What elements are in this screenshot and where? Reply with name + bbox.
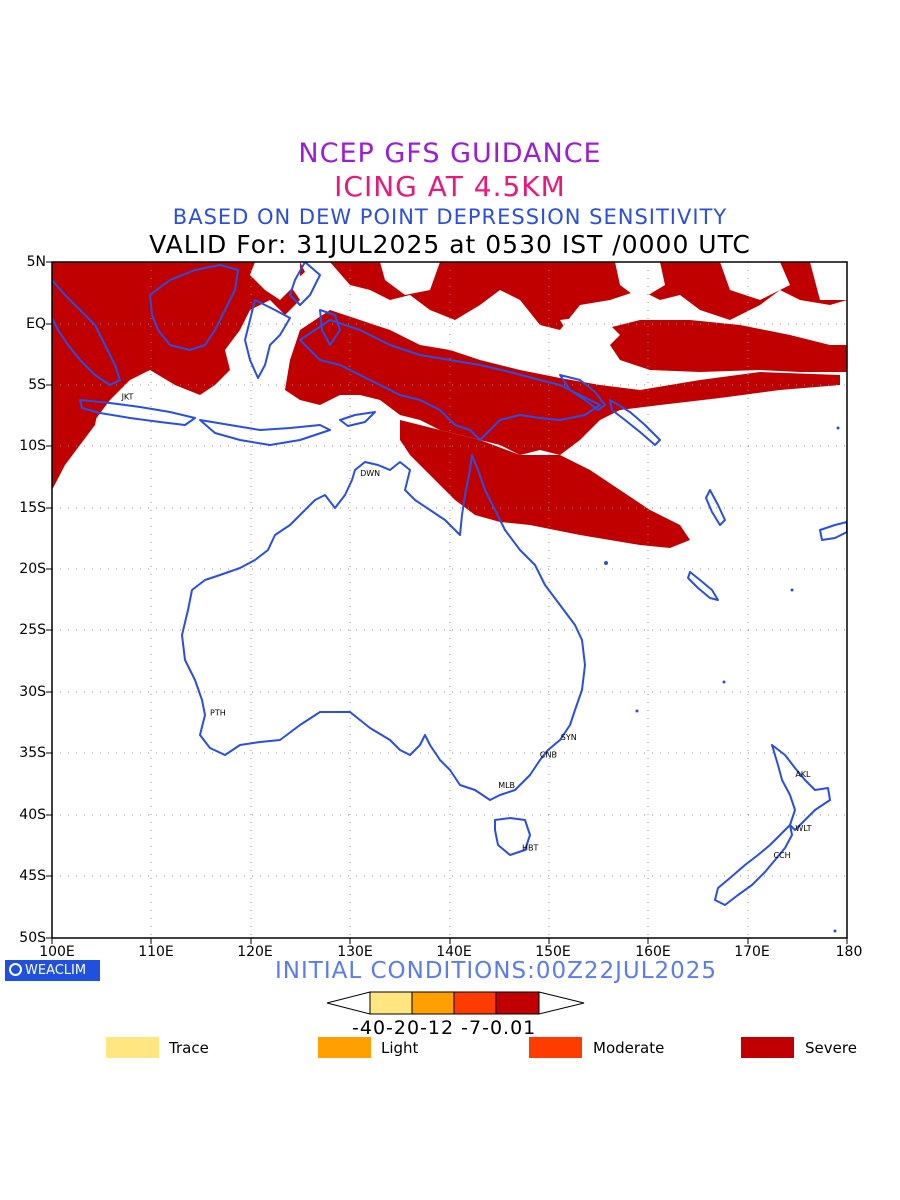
lon-label: 110E: [138, 944, 174, 960]
island: [790, 588, 794, 592]
lon-label: 150E: [535, 944, 571, 960]
legend-label-light: Light: [381, 1039, 419, 1057]
lon-label: 140E: [436, 944, 472, 960]
island: [833, 929, 837, 933]
legend-swatch-moderate: [529, 1037, 582, 1058]
lon-label: 130E: [337, 944, 373, 960]
copyright-icon: [9, 963, 22, 976]
coastline-fiji: [819, 521, 847, 541]
island: [604, 561, 608, 565]
icing-region-coral-sea: [400, 420, 690, 548]
lon-label: 100E: [39, 944, 75, 960]
coastline-sumatra: [52, 279, 121, 386]
coastlines: [52, 262, 847, 906]
lon-label: 160E: [635, 944, 671, 960]
title-line4: VALID For: 31JUL2025 at 0530 IST /0000 U…: [149, 230, 751, 259]
city-label-jkt: JKT: [121, 393, 134, 402]
title-line2: ICING AT 4.5KM: [334, 170, 566, 203]
coastline-tasmania: [494, 817, 531, 856]
coastline-halmahera: [319, 309, 341, 346]
severe-icing-areas: [52, 262, 847, 548]
colorbar-labels: -40-20-12 -7-0.01: [352, 1017, 537, 1039]
coastline-new-caledonia: [687, 571, 719, 601]
island: [836, 426, 840, 430]
lat-label: 45S: [19, 868, 46, 884]
coastline-nz-south: [714, 824, 793, 906]
legend-label-trace: Trace: [169, 1039, 209, 1057]
city-label-hbt: HBT: [522, 844, 539, 853]
title-line3: BASED ON DEW POINT DEPRESSION SENSITIVIT…: [172, 205, 728, 229]
icing-region-sumatra-south: [52, 380, 100, 490]
coastline-bismarck: [559, 374, 606, 411]
lat-label: 5N: [26, 254, 46, 270]
lon-label: 170E: [734, 944, 770, 960]
initial-conditions: INITIAL CONDITIONS:00Z22JUL2025: [275, 958, 718, 984]
icing-region-pacific-north: [330, 262, 847, 330]
coastline-solomons: [609, 399, 661, 446]
coastline-borneo: [149, 264, 239, 351]
island: [635, 709, 639, 713]
icing-region-newguinea: [285, 310, 840, 455]
axis-ticks: [46, 261, 848, 944]
coastline-java: [79, 399, 196, 426]
legend-label-moderate: Moderate: [593, 1039, 665, 1057]
city-label-akl: AKL: [795, 770, 811, 779]
coastline-nz-north: [771, 744, 831, 831]
city-label-wlt: WLT: [795, 824, 811, 833]
legend-swatch-light: [318, 1037, 371, 1058]
icing-region-borneo: [145, 265, 240, 360]
lon-label: 120E: [237, 944, 273, 960]
coastline-philippines-south: [289, 262, 321, 306]
icing-gap: [810, 262, 847, 300]
lat-label: EQ: [26, 316, 46, 332]
lat-label: 20S: [19, 561, 46, 577]
icing-gaps: [250, 262, 847, 355]
coastline-sulawesi: [244, 299, 291, 379]
icing-region-pacific-east: [600, 320, 847, 372]
coastline-lesser-sunda: [199, 419, 331, 446]
coastline-vanuatu: [705, 489, 726, 526]
city-label-cnb: CNB: [540, 750, 557, 759]
lat-label: 10S: [19, 438, 46, 454]
city-label-syn: SYN: [561, 733, 577, 742]
lat-label: 35S: [19, 745, 46, 761]
lat-label: 40S: [19, 807, 46, 823]
icing-gap: [250, 262, 300, 300]
legend-swatch-severe: [741, 1037, 794, 1058]
legend-swatch-trace: [106, 1037, 159, 1058]
coastline-timor: [339, 411, 376, 427]
lat-label: 5S: [28, 377, 46, 393]
city-label-pth: PTH: [210, 709, 226, 718]
lat-label: 50S: [19, 930, 46, 946]
lat-label: 30S: [19, 684, 46, 700]
graticule: [52, 262, 847, 938]
city-label-mlb: MLB: [498, 781, 515, 790]
icing-gap: [560, 315, 620, 355]
lat-label: 15S: [19, 500, 46, 516]
icing-gap: [720, 262, 790, 300]
city-label-dwn: DWN: [360, 469, 380, 478]
small-islands: [604, 426, 840, 933]
city-label-cch: CCH: [773, 851, 790, 860]
island: [722, 680, 726, 684]
weaclim-logo: WEACLIM: [5, 960, 100, 981]
icing-region-north: [52, 262, 305, 480]
coastline-australia: [181, 454, 586, 801]
lat-label: 25S: [19, 622, 46, 638]
icing-gap: [380, 262, 440, 295]
title-line1: NCEP GFS GUIDANCE: [298, 138, 602, 169]
icing-gap: [615, 262, 665, 300]
city-labels: JKT DWN PTH SYN CNB MLB HBT AKL WLT CCH: [121, 393, 812, 860]
logo-text: WEACLIM: [25, 963, 87, 978]
lon-label: 180: [835, 944, 863, 960]
coastline-new-guinea: [299, 319, 601, 441]
legend-label-severe: Severe: [805, 1039, 857, 1057]
